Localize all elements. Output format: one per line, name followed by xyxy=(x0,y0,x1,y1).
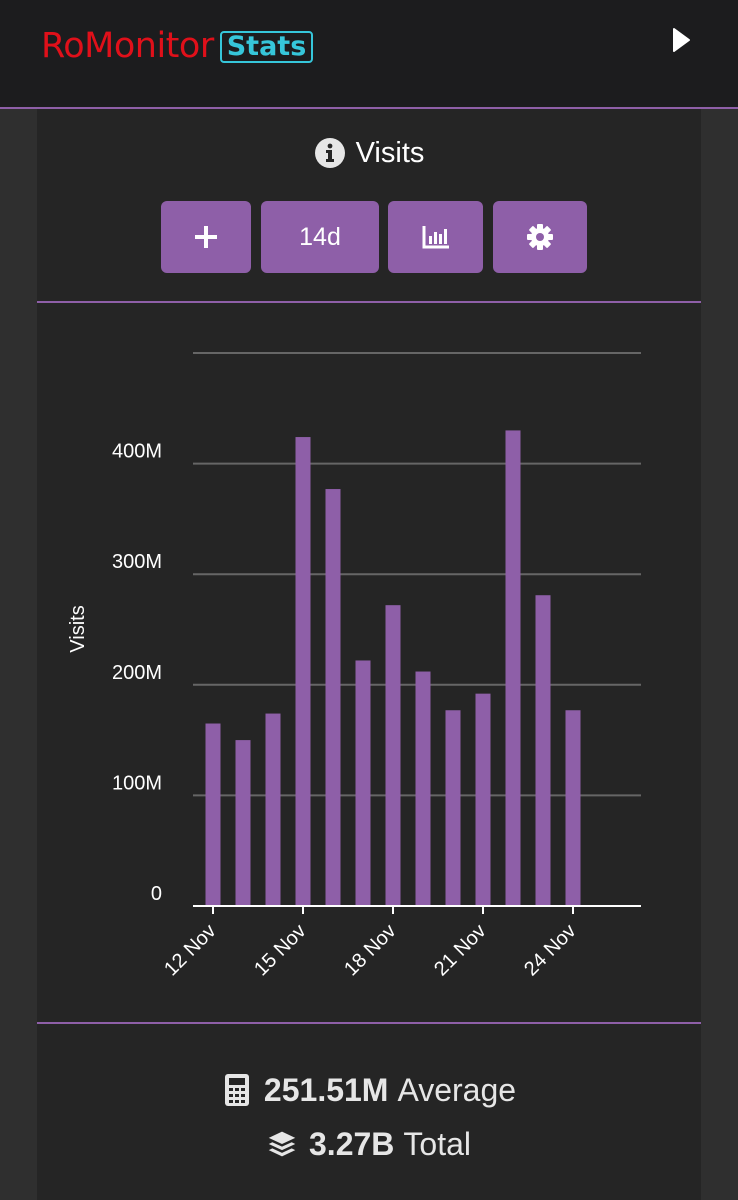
info-circle-icon[interactable] xyxy=(314,137,346,169)
panel-header: Visits xyxy=(37,129,701,177)
layers-icon xyxy=(268,1131,296,1157)
range-button-label: 14d xyxy=(299,222,341,251)
x-tick-label: 24 Nov xyxy=(520,920,580,980)
bar xyxy=(325,489,341,906)
average-value: 251.51M xyxy=(263,1071,389,1108)
bar xyxy=(295,437,311,906)
bar xyxy=(415,671,431,906)
exit-arrow-icon[interactable] xyxy=(672,27,692,53)
visits-panel: Visits 14d xyxy=(37,109,701,1200)
bar-chart: 0 100M 200M 300M 400M Visits 12 Nov 15 Nov 18 No… xyxy=(67,352,641,980)
brand-badge: Stats xyxy=(219,31,314,63)
panel-title: Visits xyxy=(355,136,425,169)
x-tick-label: 12 Nov xyxy=(160,920,220,980)
brand-name: RoMonitor xyxy=(41,26,214,66)
bar-chart-icon xyxy=(422,226,449,249)
gear-icon xyxy=(527,224,553,250)
y-tick-label: 0 xyxy=(151,883,162,905)
visits-chart: 0 100M 200M 300M 400M Visits 12 Nov 15 Nov 18 No… xyxy=(37,304,701,1022)
settings-button[interactable] xyxy=(493,201,587,273)
chart-type-button[interactable] xyxy=(388,201,483,273)
divider-top xyxy=(37,301,701,303)
brand-logo[interactable]: RoMonitor Stats xyxy=(41,26,314,66)
y-tick-label: 300M xyxy=(112,551,162,573)
divider-bottom xyxy=(37,1022,701,1024)
y-axis-title: Visits xyxy=(67,605,89,652)
y-tick-label: 100M xyxy=(112,772,162,794)
bar xyxy=(205,723,221,906)
bar xyxy=(535,595,551,906)
x-tick-label: 21 Nov xyxy=(430,920,490,980)
total-label: Total xyxy=(403,1125,471,1162)
bar xyxy=(475,693,491,906)
top-bar: RoMonitor Stats xyxy=(0,0,738,109)
calculator-icon xyxy=(224,1074,249,1106)
toolbar: 14d xyxy=(37,201,701,273)
bar xyxy=(355,660,371,906)
average-stat: 251.51M Average xyxy=(37,1068,701,1112)
bar xyxy=(445,710,461,906)
x-tick-label: 18 Nov xyxy=(340,920,400,980)
y-tick-label: 400M xyxy=(112,441,162,463)
total-value: 3.27B xyxy=(309,1125,395,1162)
plus-icon xyxy=(195,226,217,248)
total-stat: 3.27B Total xyxy=(37,1122,701,1166)
bar xyxy=(265,713,281,906)
bar xyxy=(385,605,401,906)
average-label: Average xyxy=(397,1071,517,1108)
bar xyxy=(565,710,581,906)
add-button[interactable] xyxy=(161,201,251,273)
y-tick-label: 200M xyxy=(112,662,162,684)
x-tick-label: 15 Nov xyxy=(250,920,310,980)
bar xyxy=(505,430,521,906)
range-14d-button[interactable]: 14d xyxy=(261,201,379,273)
bar xyxy=(235,740,251,906)
